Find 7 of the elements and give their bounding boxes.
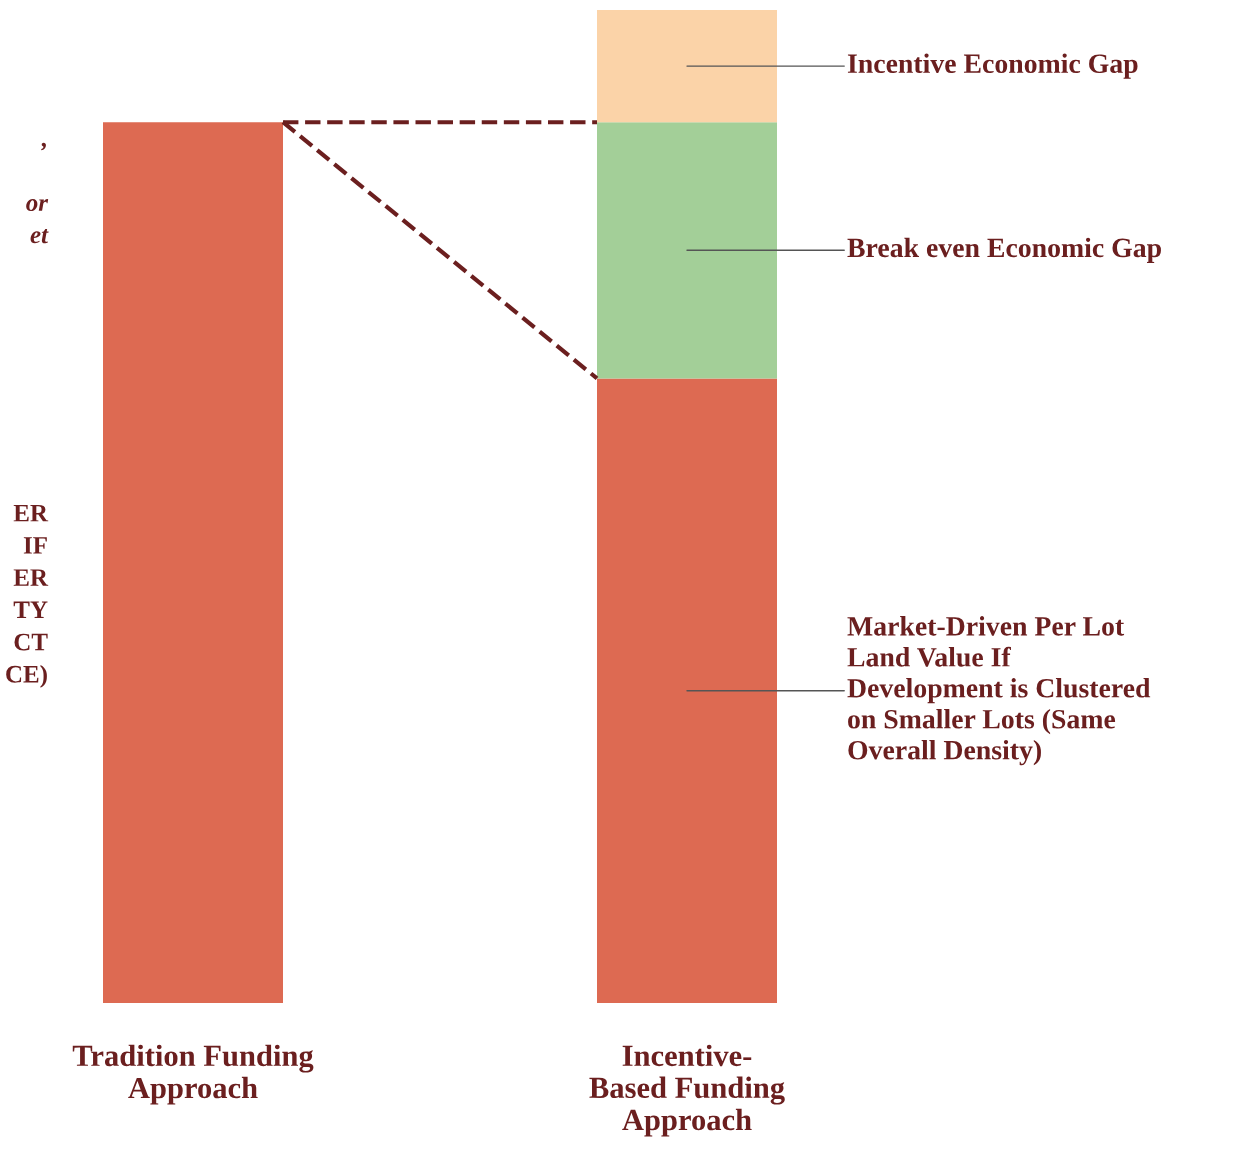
annotation: ER IF ER TY CT CE) xyxy=(6,504,49,688)
text: Break even Economic Gap xyxy=(847,237,1161,263)
text: Market-Driven Per Lot Land Value If Development is Clustered on Smaller Lots (Same Overall Density) xyxy=(847,616,1151,766)
text: , or et xyxy=(26,142,49,244)
x-tick-label: Tradition Funding Approach xyxy=(72,1044,314,1105)
text: Incentive Economic Gap xyxy=(847,53,1138,79)
x-tick-label: Incentive-Based Funding Approach xyxy=(589,1044,785,1137)
